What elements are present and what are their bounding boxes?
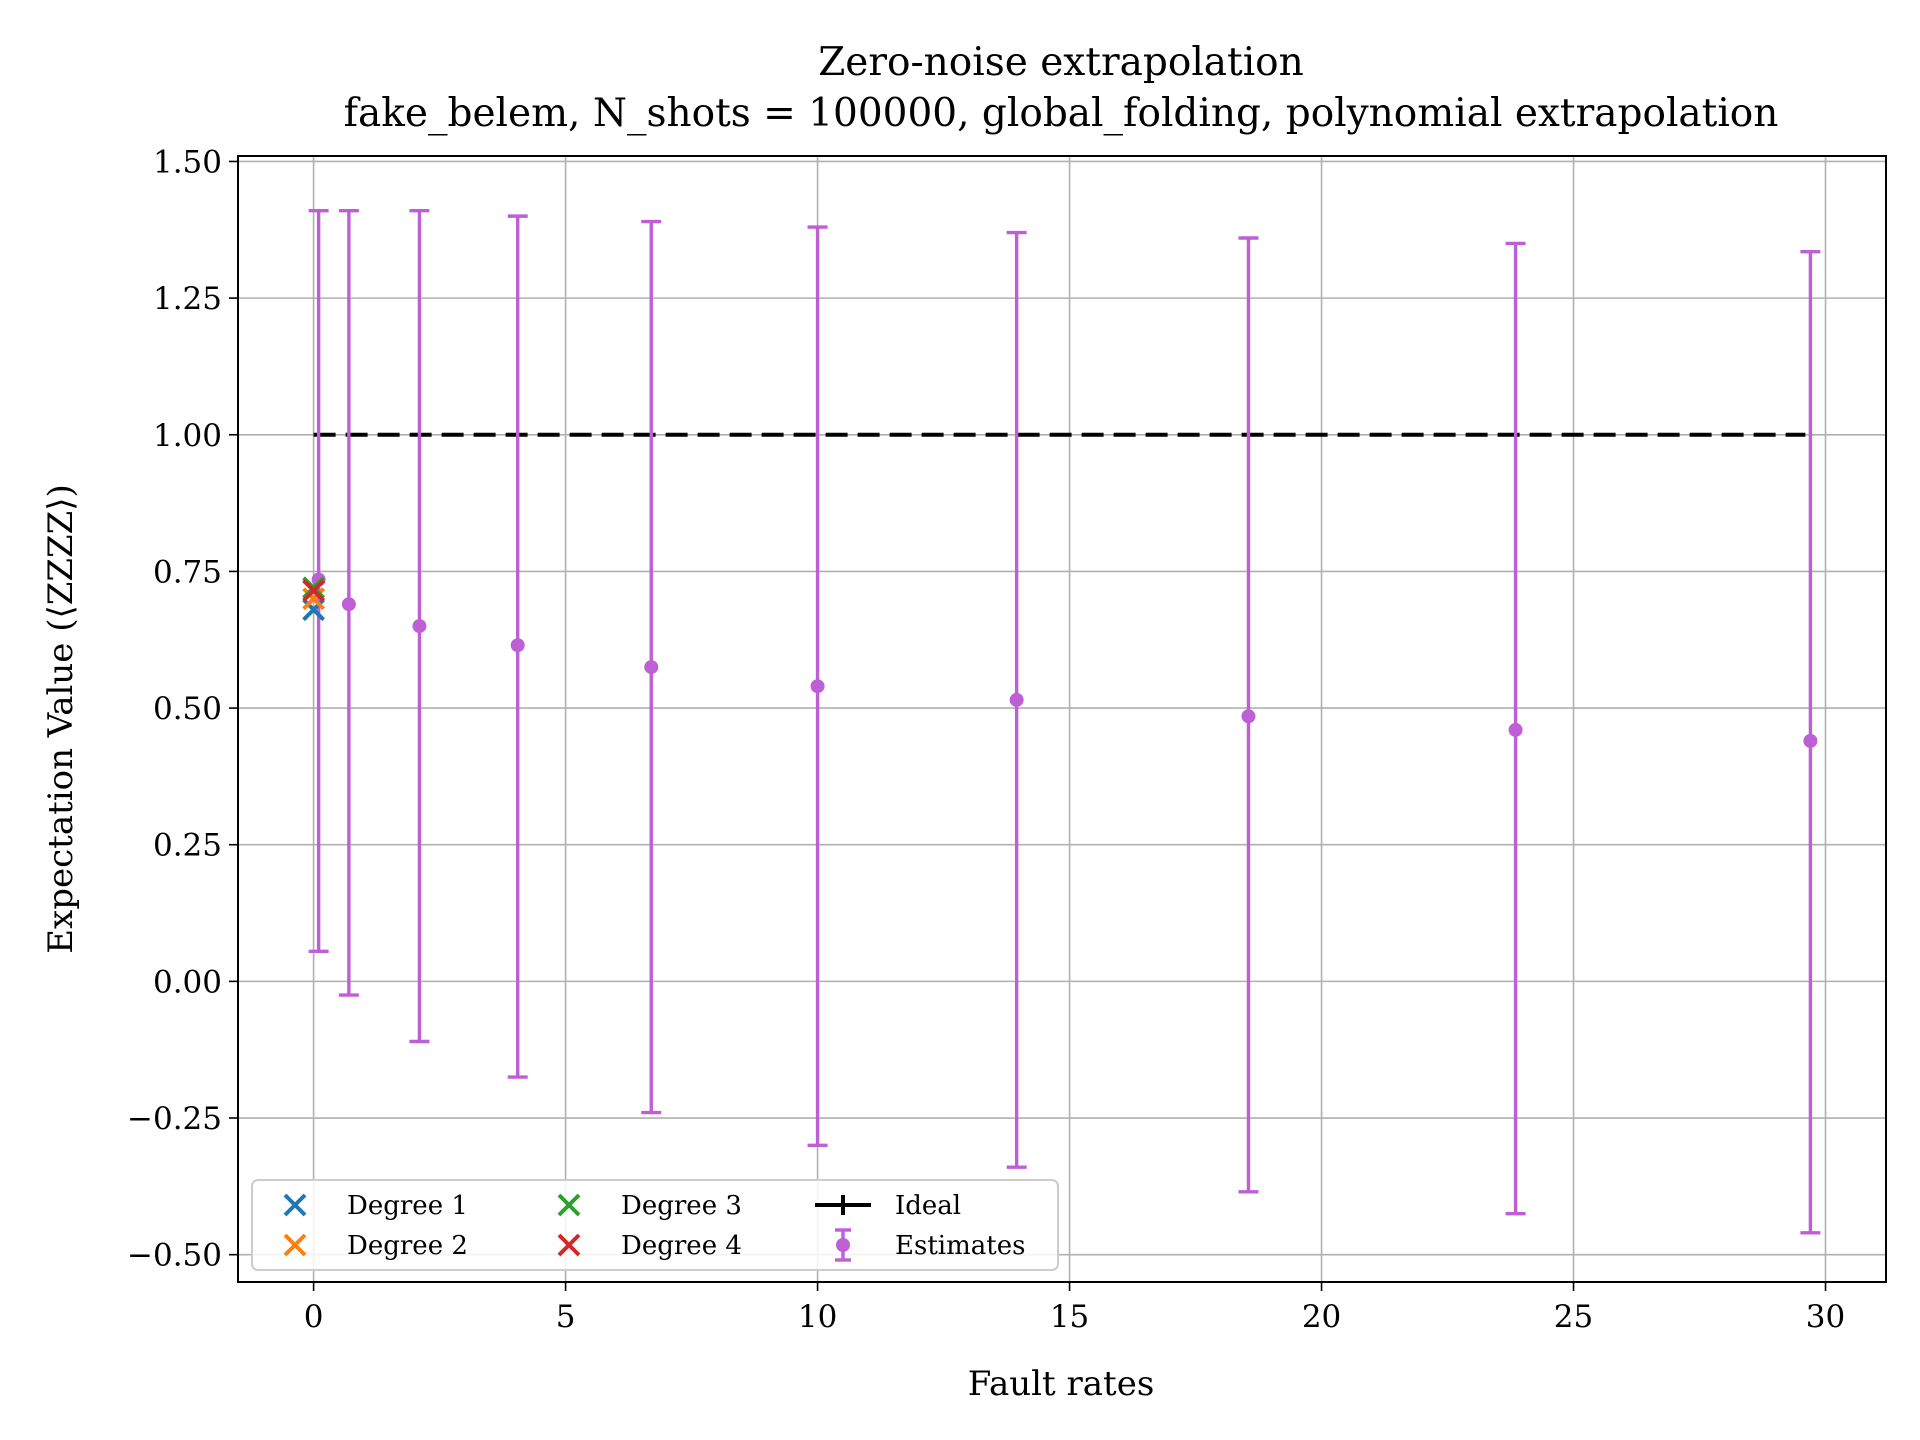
legend-marker: [557, 1233, 581, 1257]
legend-marker: [557, 1193, 581, 1217]
legend-point: [836, 1238, 850, 1252]
x-tick-label: 15: [1050, 1299, 1089, 1335]
legend-label: Degree 4: [621, 1231, 742, 1261]
x-tick-label: 0: [304, 1299, 324, 1335]
legend-item: Ideal: [815, 1191, 961, 1221]
legend-item: Degree 1: [283, 1191, 468, 1221]
degree-markers: [302, 576, 326, 622]
y-axis-label: Expectation Value (⟨ZZZZ⟩): [41, 484, 81, 954]
legend-item: Degree 2: [283, 1231, 468, 1261]
x-axis-label: Fault rates: [968, 1364, 1155, 1404]
y-tick-label: 0.00: [153, 964, 222, 1000]
x-tick-label: 5: [556, 1299, 576, 1335]
legend-marker: [283, 1193, 307, 1217]
estimate-point: [412, 619, 427, 634]
chart-subtitle: fake_belem, N_shots = 100000, global_fol…: [344, 91, 1779, 136]
legend-label: Degree 2: [347, 1231, 468, 1261]
legend-label: Ideal: [895, 1191, 961, 1221]
estimate-point: [510, 638, 525, 653]
y-tick-label: 1.50: [153, 144, 222, 180]
y-tick-label: 1.00: [153, 418, 222, 454]
legend-item: Degree 3: [557, 1191, 742, 1221]
legend-label: Degree 1: [347, 1191, 468, 1221]
estimate-point: [644, 660, 659, 675]
y-axis-ticks: −0.50 −0.25 0.00 0.25 0.50 0.75 1.00 1.25 1.50: [127, 144, 238, 1274]
x-tick-label: 30: [1806, 1299, 1845, 1335]
y-tick-label: 0.50: [153, 691, 222, 727]
estimate-point: [810, 679, 825, 694]
x-tick-label: 25: [1554, 1299, 1593, 1335]
x-marker-stroke: [302, 579, 326, 602]
degree-marker: [302, 579, 326, 602]
x-axis-ticks: 0 5 10 15 20 25 30: [304, 1282, 1845, 1335]
estimate-point: [341, 597, 356, 612]
y-tick-label: 1.25: [153, 281, 222, 317]
estimate-point: [1241, 709, 1256, 724]
estimate-point: [1508, 722, 1523, 737]
legend-marker: [283, 1233, 307, 1257]
estimate-point: [1803, 733, 1818, 748]
y-tick-label: −0.25: [127, 1101, 222, 1137]
x-tick-label: 20: [1302, 1299, 1341, 1335]
estimates-series: [308, 208, 1821, 1235]
legend-item: Degree 4: [557, 1231, 742, 1261]
y-tick-label: 0.25: [153, 828, 222, 864]
legend-item: Estimates: [835, 1228, 1025, 1262]
estimate-point: [1009, 692, 1024, 707]
y-tick-label: −0.50: [127, 1238, 222, 1274]
legend-label: Estimates: [895, 1231, 1025, 1261]
legend-box: [251, 1179, 1059, 1271]
legend-label: Degree 3: [621, 1191, 742, 1221]
y-tick-label: 0.75: [153, 554, 222, 590]
x-tick-label: 10: [798, 1299, 837, 1335]
legend: Degree 1 Degree 2 Degree 3 Degree 4 Ideal Est…: [251, 1179, 1059, 1271]
plot-frame: [237, 155, 1887, 1283]
chart-title: Zero-noise extrapolation: [818, 40, 1304, 85]
